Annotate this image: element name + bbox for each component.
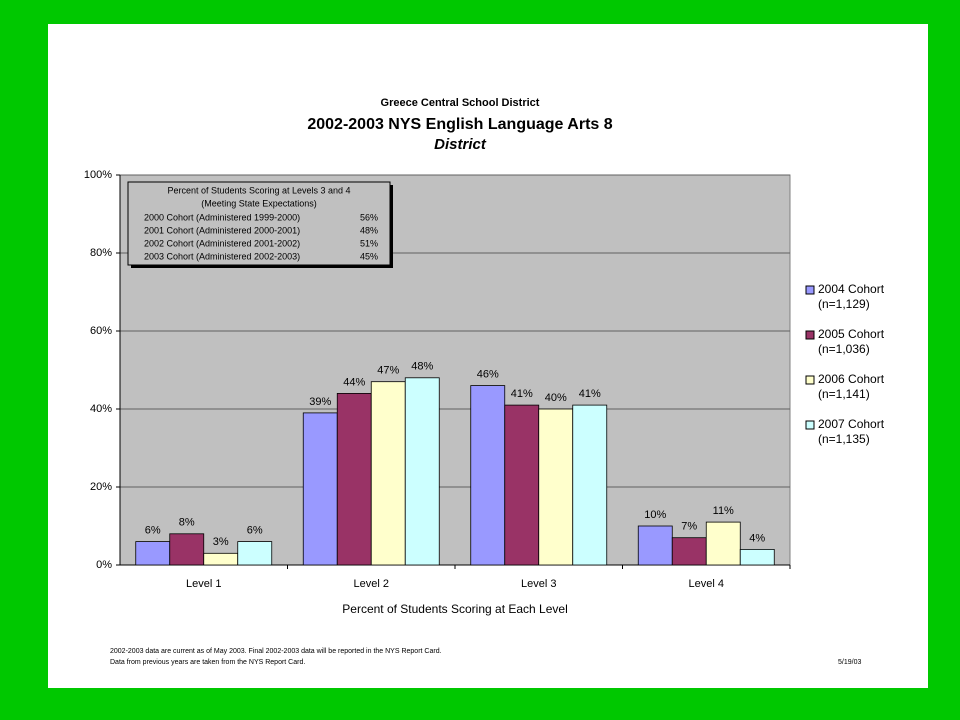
footnote: Data from previous years are taken from … [110, 659, 305, 666]
value-label: 3% [213, 536, 229, 548]
inset-value: 56% [360, 212, 378, 222]
value-label: 8% [179, 517, 195, 529]
bar [237, 541, 273, 566]
inset-title: Percent of Students Scoring at Levels 3 … [167, 185, 350, 195]
x-tick-label: Level 1 [186, 578, 221, 590]
y-tick-label: 80% [90, 247, 112, 259]
value-label: 47% [377, 365, 399, 377]
legend-swatch [805, 330, 815, 340]
value-label: 6% [145, 525, 161, 537]
bar [671, 537, 707, 566]
inset-label: 2001 Cohort (Administered 2000-2001) [144, 225, 300, 235]
bar [336, 392, 372, 566]
inset-value: 45% [360, 251, 378, 261]
chart-subtitle: District [434, 136, 487, 153]
legend-note: (n=1,135) [818, 432, 870, 446]
inset-label: 2003 Cohort (Administered 2002-2003) [144, 251, 300, 261]
bar [572, 404, 608, 566]
bar [538, 408, 574, 566]
inset-label: 2002 Cohort (Administered 2001-2002) [144, 238, 300, 248]
value-label: 48% [411, 361, 433, 373]
x-tick-label: Level 4 [689, 578, 724, 590]
legend-note: (n=1,036) [818, 342, 870, 356]
y-tick-label: 40% [90, 403, 112, 415]
value-label: 46% [477, 369, 499, 381]
legend-label: 2004 Cohort [818, 282, 885, 296]
bar [470, 385, 506, 566]
inset-value: 51% [360, 238, 378, 248]
bar [504, 404, 540, 566]
legend-note: (n=1,141) [818, 387, 870, 401]
footer-date: 5/19/03 [838, 659, 861, 666]
value-label: 40% [545, 392, 567, 404]
value-label: 41% [511, 388, 533, 400]
value-label: 11% [713, 505, 734, 517]
value-label: 10% [644, 509, 666, 521]
y-tick-label: 20% [90, 481, 112, 493]
chart-title: 2002-2003 NYS English Language Arts 8 [307, 116, 612, 133]
inset-title: (Meeting State Expectations) [201, 198, 317, 208]
bar [203, 552, 239, 566]
value-label: 39% [309, 396, 331, 408]
x-tick-label: Level 2 [354, 578, 389, 590]
bar [637, 525, 673, 566]
bar [302, 412, 338, 566]
inset-value: 48% [360, 225, 378, 235]
x-tick-label: Level 3 [521, 578, 556, 590]
y-tick-label: 60% [90, 325, 112, 337]
bar [169, 533, 205, 566]
bar [370, 381, 406, 566]
y-tick-label: 0% [96, 559, 112, 571]
bar [135, 541, 171, 566]
legend-swatch [805, 420, 815, 430]
inset-box [127, 181, 391, 266]
value-label: 44% [343, 376, 365, 388]
value-label: 41% [579, 388, 601, 400]
legend-label: 2007 Cohort [818, 417, 885, 431]
bar [739, 549, 775, 566]
value-label: 4% [749, 532, 765, 544]
org-title: Greece Central School District [381, 97, 540, 109]
y-tick-label: 100% [84, 169, 112, 181]
footnote: 2002-2003 data are current as of May 200… [110, 648, 442, 655]
value-label: 7% [681, 521, 697, 533]
bar [705, 521, 741, 566]
legend-swatch [805, 375, 815, 385]
legend-label: 2005 Cohort [818, 327, 885, 341]
bar [404, 377, 440, 566]
legend-label: 2006 Cohort [818, 372, 885, 386]
x-axis-title: Percent of Students Scoring at Each Leve… [342, 602, 567, 616]
legend-swatch [805, 285, 815, 295]
value-label: 6% [247, 525, 263, 537]
inset-label: 2000 Cohort (Administered 1999-2000) [144, 212, 300, 222]
legend-note: (n=1,129) [818, 297, 870, 311]
